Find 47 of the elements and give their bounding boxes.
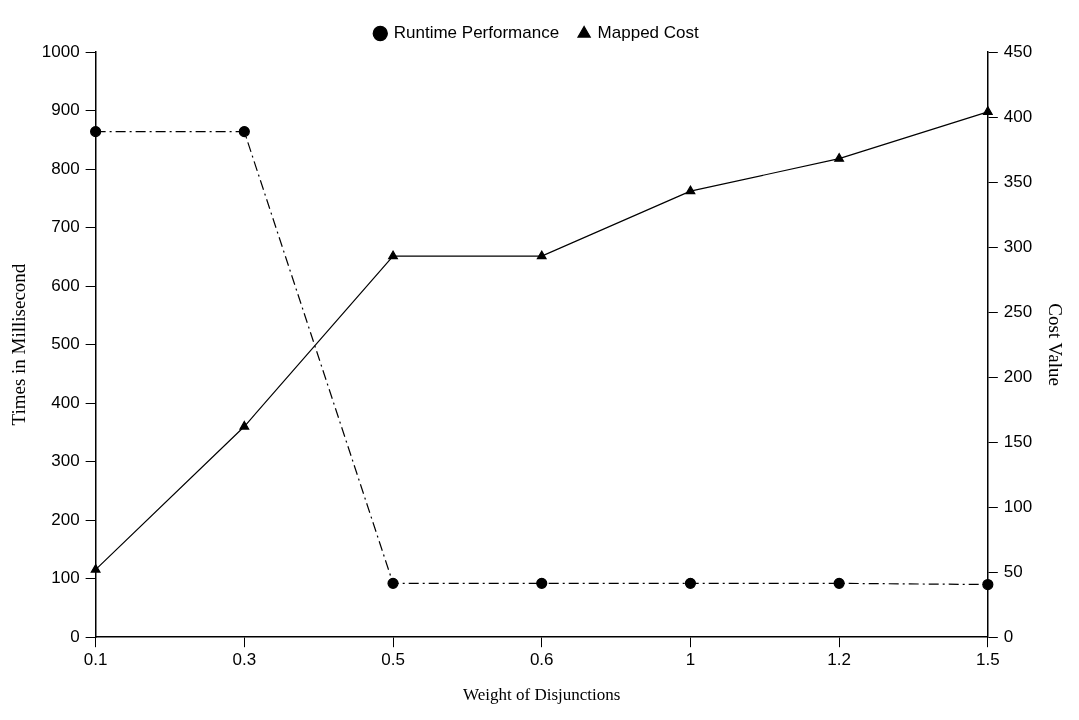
point <box>685 185 696 195</box>
y2-tick-label: 50 <box>1003 561 1023 581</box>
x-tick-label: 0.1 <box>83 650 108 670</box>
x-axis-title: Weight of Disjunctions <box>463 685 621 705</box>
y-tick-label: 600 <box>51 275 80 295</box>
y-tick-label: 900 <box>51 100 80 120</box>
y-tick-label: 500 <box>51 334 80 354</box>
point <box>982 578 994 591</box>
y2-tick-label: 350 <box>1003 171 1033 191</box>
y-tick-label: 100 <box>51 568 80 588</box>
x-tick-label: 0.5 <box>381 650 405 670</box>
point <box>833 577 845 589</box>
y-tick-label: 800 <box>51 158 80 178</box>
y2-axis-title: Cost Value <box>1044 303 1066 386</box>
point <box>536 250 547 260</box>
y-tick-label: 1000 <box>41 41 80 61</box>
point <box>387 577 399 589</box>
y-axis-title: Times in Millisecond <box>8 263 30 426</box>
point <box>834 153 845 162</box>
x-tick-label: 1.5 <box>976 650 1000 670</box>
legend-label: Mapped Cost <box>597 23 699 43</box>
y2-tick-label: 400 <box>1003 106 1033 126</box>
y2-tick-label: 450 <box>1003 41 1033 61</box>
point <box>90 125 102 138</box>
point <box>388 250 398 260</box>
point <box>536 577 548 589</box>
y-tick-label: 200 <box>51 509 80 529</box>
y-tick-label: 0 <box>70 626 80 646</box>
y2-tick-label: 250 <box>1003 301 1033 321</box>
x-tick-label: 0.6 <box>529 650 554 670</box>
legend-label: Runtime Performance <box>393 23 560 43</box>
y-tick-label: 700 <box>51 217 80 237</box>
point <box>238 125 250 138</box>
point <box>90 563 101 573</box>
y2-tick-label: 300 <box>1003 236 1033 256</box>
point <box>684 577 697 589</box>
x-tick-label: 0.3 <box>232 650 257 670</box>
y2-tick-label: 150 <box>1003 431 1033 451</box>
point <box>982 106 993 115</box>
point <box>239 420 250 430</box>
y-tick-label: 300 <box>51 451 80 471</box>
y2-tick-label: 200 <box>1003 366 1033 386</box>
y2-tick-label: 0 <box>1003 626 1014 646</box>
y2-tick-label: 100 <box>1003 496 1033 516</box>
y-tick-label: 400 <box>51 392 80 412</box>
x-tick-label: 1.2 <box>827 650 851 670</box>
x-tick-label: 1 <box>685 650 696 670</box>
